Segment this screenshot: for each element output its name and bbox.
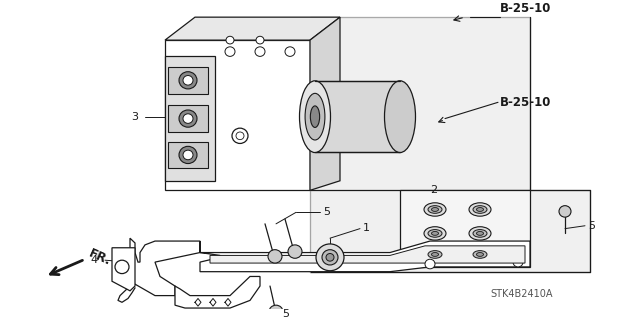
Text: 5: 5 xyxy=(588,221,595,231)
Circle shape xyxy=(179,110,197,127)
Ellipse shape xyxy=(431,232,438,235)
Circle shape xyxy=(232,128,248,144)
Ellipse shape xyxy=(473,230,487,237)
FancyBboxPatch shape xyxy=(168,142,208,168)
Ellipse shape xyxy=(385,81,415,152)
Ellipse shape xyxy=(473,206,487,213)
Ellipse shape xyxy=(300,81,330,152)
Ellipse shape xyxy=(428,230,442,237)
Ellipse shape xyxy=(424,248,446,261)
Circle shape xyxy=(268,250,282,263)
Ellipse shape xyxy=(469,227,491,240)
FancyBboxPatch shape xyxy=(168,67,208,94)
Ellipse shape xyxy=(424,203,446,216)
Circle shape xyxy=(226,36,234,44)
Circle shape xyxy=(179,146,197,164)
Circle shape xyxy=(425,259,435,269)
Text: 5: 5 xyxy=(323,207,330,217)
Ellipse shape xyxy=(477,253,483,256)
Ellipse shape xyxy=(469,203,491,216)
Polygon shape xyxy=(310,17,590,272)
Polygon shape xyxy=(400,190,530,267)
Ellipse shape xyxy=(428,206,442,213)
Circle shape xyxy=(256,36,264,44)
Ellipse shape xyxy=(310,106,319,127)
Circle shape xyxy=(255,47,265,56)
Circle shape xyxy=(115,260,129,274)
Polygon shape xyxy=(200,241,530,272)
Polygon shape xyxy=(315,81,400,152)
Polygon shape xyxy=(310,17,340,190)
Ellipse shape xyxy=(469,248,491,261)
Polygon shape xyxy=(165,17,340,40)
Circle shape xyxy=(225,47,235,56)
Circle shape xyxy=(179,72,197,89)
Polygon shape xyxy=(210,246,525,263)
Polygon shape xyxy=(112,248,135,291)
Text: 3: 3 xyxy=(131,112,138,122)
Text: B-25-10: B-25-10 xyxy=(500,2,552,15)
Ellipse shape xyxy=(477,232,483,235)
Text: 4: 4 xyxy=(91,255,98,265)
Circle shape xyxy=(513,257,523,267)
Text: 5: 5 xyxy=(282,309,289,319)
Text: B-25-10: B-25-10 xyxy=(500,96,552,109)
Circle shape xyxy=(326,254,334,261)
Polygon shape xyxy=(130,238,200,296)
Text: 1: 1 xyxy=(363,223,370,233)
Ellipse shape xyxy=(473,251,487,258)
Circle shape xyxy=(285,47,295,56)
Circle shape xyxy=(316,244,344,271)
Circle shape xyxy=(288,245,302,258)
Ellipse shape xyxy=(431,253,438,256)
Polygon shape xyxy=(165,56,215,181)
Text: FR.: FR. xyxy=(87,247,113,268)
Circle shape xyxy=(183,76,193,85)
Circle shape xyxy=(559,206,571,217)
Ellipse shape xyxy=(424,227,446,240)
Text: 2: 2 xyxy=(430,185,437,195)
Ellipse shape xyxy=(428,251,442,258)
Circle shape xyxy=(269,305,283,319)
Circle shape xyxy=(322,250,338,265)
Ellipse shape xyxy=(431,208,438,211)
Polygon shape xyxy=(165,40,310,190)
FancyBboxPatch shape xyxy=(168,105,208,132)
Circle shape xyxy=(183,114,193,123)
Circle shape xyxy=(183,150,193,160)
Circle shape xyxy=(236,132,244,140)
Text: STK4B2410A: STK4B2410A xyxy=(490,289,552,299)
Ellipse shape xyxy=(305,93,325,140)
Ellipse shape xyxy=(477,208,483,211)
Polygon shape xyxy=(175,277,260,308)
